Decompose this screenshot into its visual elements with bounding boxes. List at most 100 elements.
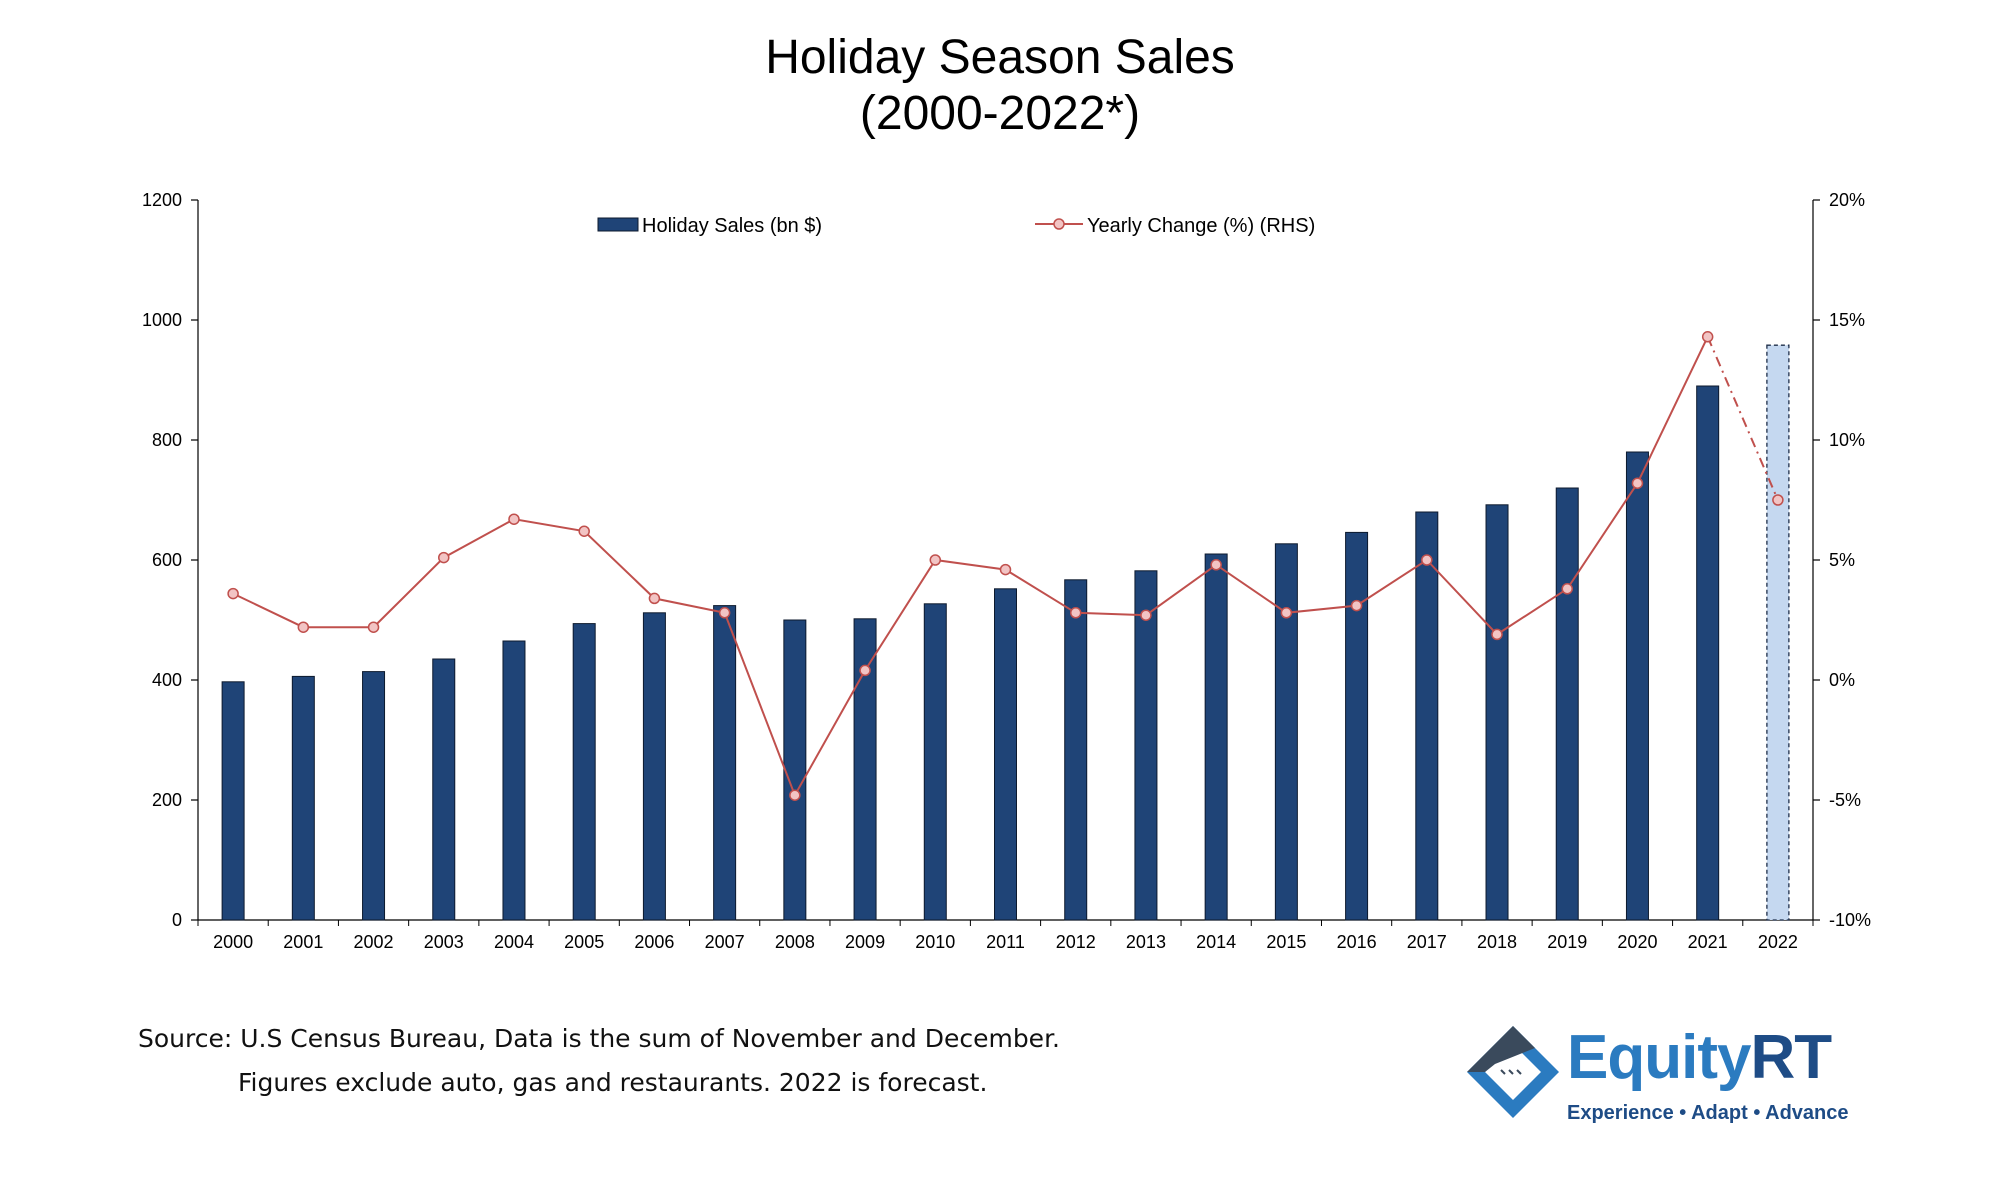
yearly-change-marker [648,592,661,605]
sales-bar [1134,570,1158,921]
sales-bar [1274,543,1298,921]
equityrt-logo: EquityRT Experience • Adapt • Advance [1465,1020,1865,1140]
sales-bar [994,588,1017,921]
right-axis-tick-label: 15% [1829,310,1865,330]
sales-bar [1625,451,1649,921]
left-axis-tick-label: 200 [152,790,182,810]
yearly-change-line [227,331,1784,801]
source-note-line1: Source: U.S Census Bureau, Data is the s… [138,1024,1060,1053]
yearly-change-marker [929,554,942,566]
sales-bar [1415,511,1439,921]
yearly-change-marker [718,607,731,619]
x-axis-tick-label: 2009 [845,932,885,952]
yearly-change-marker [297,621,310,633]
yearly-change-line-forecast [1706,336,1779,501]
yearly-change-marker [1701,331,1714,343]
yearly-change-marker [1140,609,1152,621]
left-axis-tick-label: 400 [152,670,182,690]
sales-bar [853,618,877,921]
legend-label-change: Yearly Change (%) (RHS) [1087,215,1315,237]
yearly-change-marker [1772,494,1784,506]
x-axis-tick-label: 2010 [915,932,955,952]
sales-bar [362,671,386,921]
x-axis-tick-label: 2007 [705,932,745,952]
x-axis-tick-label: 2014 [1196,932,1236,952]
left-axis-tick-label: 600 [152,550,182,570]
sales-bars [221,344,1790,921]
x-axis-tick-label: 2015 [1266,932,1306,952]
yearly-change-marker [789,789,801,801]
sales-bar [923,603,947,921]
x-axis-tick-label: 2018 [1477,932,1517,952]
x-axis: 2000 2001 2002 2003 2004 2005 2006 2007 2008 2009… [197,919,1814,952]
yearly-change-marker [438,551,450,564]
equityrt-tagline: Experience • Adapt • Advance [1567,1102,1849,1124]
x-axis-tick-label: 2011 [986,932,1025,952]
sales-bar-forecast [1766,344,1790,921]
sales-bar [1555,487,1579,921]
yearly-change-line-path [232,336,1709,798]
right-axis-tick-label: -10% [1829,910,1871,930]
sales-bar [1064,579,1088,921]
yearly-change-marker [1069,607,1082,619]
sales-bar [1345,531,1369,921]
right-axis-tick-label: 20% [1829,190,1865,210]
x-axis-tick-label: 2002 [354,932,394,952]
x-axis-tick-label: 2005 [564,932,604,952]
left-axis-tick-label: 1200 [142,190,182,210]
yearly-change-marker [999,563,1012,576]
chart-title: Holiday Season Sales (2000-2022*) [0,30,2000,142]
yearly-change-marker [367,621,380,633]
yearly-change-marker [1280,607,1293,619]
chart-title-line2: (2000-2022*) [859,87,1141,140]
x-axis-tick-label: 2016 [1337,932,1377,952]
x-axis-tick-label: 2017 [1407,932,1447,952]
x-axis-tick-label: 2008 [775,932,815,952]
sales-bar [432,658,456,921]
x-axis-tick-label: 2019 [1547,932,1587,952]
right-axis-tick-label: -5% [1829,790,1861,810]
x-axis-tick-label: 2012 [1056,932,1096,952]
right-axis-tick-label: 0% [1829,670,1855,690]
sales-bar [1485,504,1509,921]
x-axis-tick-label: 2001 [283,932,323,952]
legend: Holiday Sales (bn $) Yearly Change (%) (R… [597,215,1315,237]
sales-bar [291,675,315,921]
x-axis-tick-label: 2021 [1688,932,1728,952]
yearly-change-marker [859,664,871,677]
sales-bar [783,619,807,921]
source-note-line2: Figures exclude auto, gas and restaurant… [238,1068,988,1097]
yearly-change-marker [1561,583,1573,595]
x-axis-tick-label: 2006 [634,932,674,952]
holiday-sales-chart: 0 200 400 600 800 1000 1200 -10% -5% 0% 5% 10% 15% 2… [142,190,1871,952]
sales-bar [713,605,737,921]
x-axis-tick-label: 2004 [494,932,534,952]
sales-bar [642,612,666,921]
yearly-change-marker [1631,477,1644,489]
sales-bar [1204,553,1228,921]
chart-title-line1: Holiday Season Sales [765,31,1235,84]
equityrt-logo-icon [1467,1026,1559,1118]
right-y-axis: -10% -5% 0% 5% 10% 15% 20% [1812,190,1871,930]
x-axis-tick-label: 2003 [424,932,464,952]
right-axis-tick-label: 10% [1829,430,1865,450]
yearly-change-marker [227,587,239,600]
x-axis-tick-label: 2013 [1126,932,1166,952]
sales-bar [502,640,526,921]
sales-bar [221,681,245,921]
yearly-change-marker [1210,559,1222,571]
equityrt-wordmark: EquityRT [1567,1023,1832,1092]
legend-label-sales: Holiday Sales (bn $) [642,215,822,237]
right-axis-tick-label: 5% [1829,550,1855,570]
x-axis-tick-label: 2020 [1617,932,1657,952]
left-y-axis: 0 200 400 600 800 1000 1200 [142,190,199,930]
left-axis-tick-label: 1000 [142,310,182,330]
yearly-change-marker [1421,554,1433,566]
left-axis-tick-label: 0 [172,910,182,930]
yearly-change-marker [508,513,520,525]
yearly-change-marker [1491,628,1503,641]
left-axis-tick-label: 800 [152,430,182,450]
x-axis-tick-label: 2022 [1758,932,1798,952]
sales-bar [572,623,596,921]
legend-swatch-sales [597,217,639,232]
